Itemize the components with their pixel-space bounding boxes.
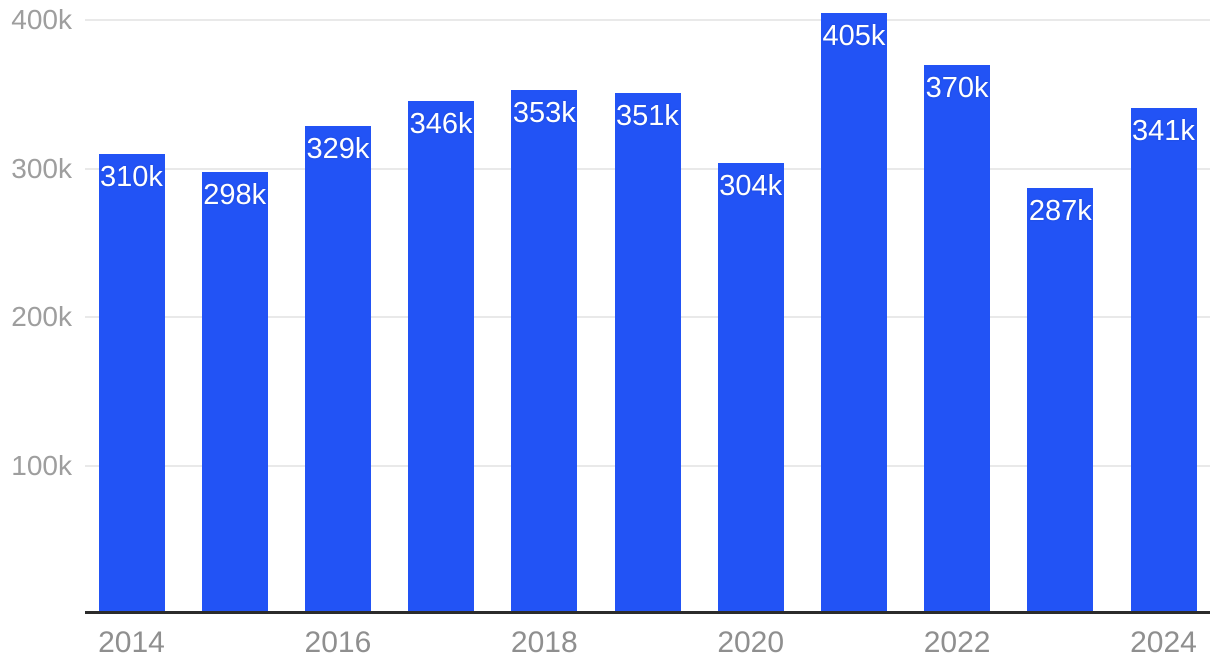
x-axis-tick-label-2024: 2024 (1130, 626, 1197, 659)
x-axis-tick-label-2020: 2020 (717, 626, 785, 659)
bar-2014[interactable] (98, 153, 165, 614)
bar-value-label-2015: 298k (203, 178, 267, 211)
bar-2021[interactable] (820, 12, 887, 614)
x-axis-tick-label-2016: 2016 (304, 626, 372, 659)
bar-2019[interactable] (614, 93, 681, 614)
bar-value-label-2022: 370k (925, 71, 989, 104)
bar-2018[interactable] (511, 90, 578, 614)
y-axis-tick-label-200k: 200k (11, 301, 72, 333)
gridline-400k (85, 19, 1210, 22)
bar-2024[interactable] (1130, 107, 1197, 614)
bar-2017[interactable] (408, 100, 475, 614)
bar-value-label-2024: 341k (1132, 114, 1195, 147)
bar-value-label-2023: 287k (1028, 195, 1092, 228)
x-axis-tick-label-2014: 2014 (98, 626, 165, 659)
y-axis-tick-label-100k: 100k (11, 449, 72, 481)
bar-value-label-2018: 353k (512, 97, 576, 130)
y-axis-tick-label-400k: 400k (11, 4, 72, 36)
x-axis-line (85, 611, 1210, 614)
bar-2015[interactable] (201, 171, 268, 614)
bar-2020[interactable] (717, 162, 784, 614)
x-axis-tick-label-2022: 2022 (923, 626, 991, 659)
bar-value-label-2019: 351k (616, 100, 679, 133)
bar-value-label-2016: 329k (306, 132, 370, 165)
bar-value-label-2017: 346k (409, 107, 473, 140)
bar-value-label-2021: 405k (822, 19, 886, 52)
bar-value-label-2014: 310k (100, 160, 163, 193)
bar-2016[interactable] (304, 125, 371, 614)
y-axis-tick-label-300k: 300k (11, 152, 72, 184)
bar-value-label-2020: 304k (719, 169, 783, 202)
bar-2023[interactable] (1027, 188, 1094, 614)
x-axis-tick-label-2018: 2018 (510, 626, 578, 659)
bar-2022[interactable] (924, 64, 991, 614)
